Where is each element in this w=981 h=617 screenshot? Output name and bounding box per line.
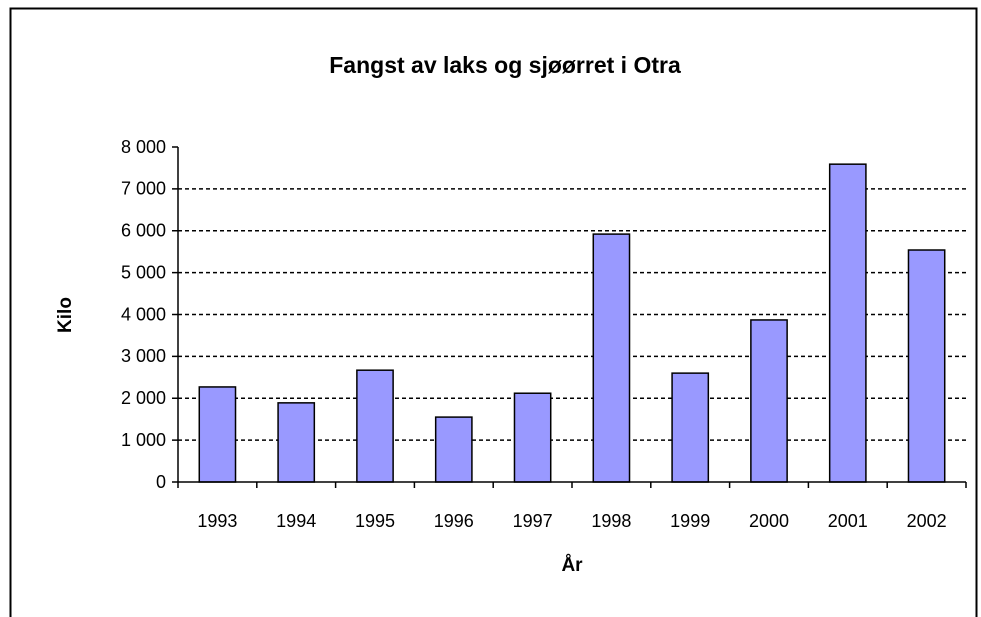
x-tick-label: 1999 xyxy=(670,511,710,531)
x-tick-label: 2001 xyxy=(828,511,868,531)
x-tick-label: 1996 xyxy=(434,511,474,531)
bar xyxy=(671,372,710,483)
y-tick-label: 6 000 xyxy=(121,221,166,241)
x-axis-title: År xyxy=(561,555,583,576)
x-tick-label: 1993 xyxy=(197,511,237,531)
y-tick-label: 2 000 xyxy=(121,388,166,408)
bar xyxy=(592,233,631,483)
bar xyxy=(356,369,394,483)
chart-title: Fangst av laks og sjøørret i Otra xyxy=(329,52,681,78)
y-tick-label: 4 000 xyxy=(121,304,166,324)
bar xyxy=(277,402,316,483)
x-tick-label: 1994 xyxy=(276,511,316,531)
y-tick-label: 5 000 xyxy=(121,262,166,282)
chart-border xyxy=(9,7,978,617)
y-axis-title: Kilo xyxy=(55,297,76,333)
bar xyxy=(513,392,552,483)
bar xyxy=(907,249,946,483)
y-tick-label: 1 000 xyxy=(121,430,166,450)
y-tick-label: 3 000 xyxy=(121,346,166,366)
y-tick-label: 8 000 xyxy=(121,137,166,157)
bar xyxy=(198,386,237,483)
bar xyxy=(434,416,473,483)
bar xyxy=(828,163,867,483)
x-tick-label: 2000 xyxy=(749,511,789,531)
x-tick-label: 1998 xyxy=(591,511,631,531)
x-tick-label: 1995 xyxy=(355,511,395,531)
y-tick-label: 0 xyxy=(156,472,166,492)
x-tick-label: 2002 xyxy=(907,511,947,531)
y-tick-label: 7 000 xyxy=(121,179,166,199)
x-tick-label: 1997 xyxy=(513,511,553,531)
bar xyxy=(750,319,788,483)
